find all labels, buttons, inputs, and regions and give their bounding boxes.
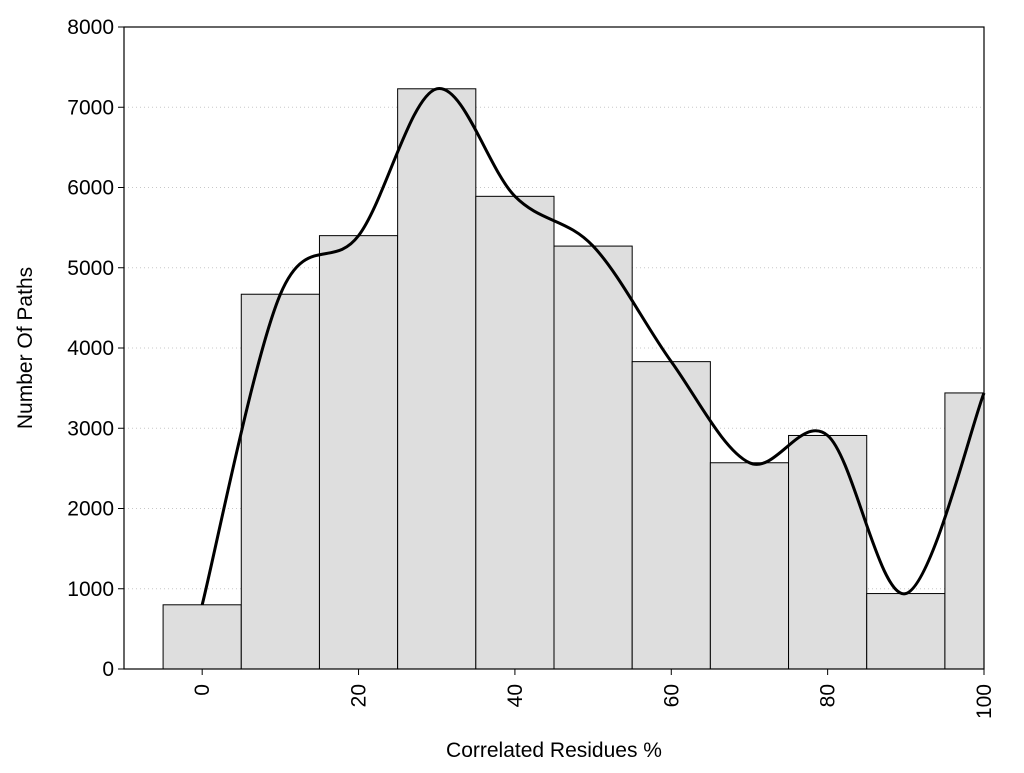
axis-ticks: 0 1000 2000 3000 4000 5000 6000 7000 8000 0 20 40 60… <box>67 16 996 719</box>
histogram-bar <box>318 235 399 670</box>
y-tick-label: 5000 <box>67 257 114 280</box>
y-tick-label: 1000 <box>67 578 114 601</box>
y-tick-label: 4000 <box>67 337 114 360</box>
histogram-bar <box>475 195 555 670</box>
y-tick-label: 0 <box>102 658 114 681</box>
x-tick-label: 60 <box>660 684 683 707</box>
y-tick-label: 8000 <box>67 16 114 39</box>
histogram-bar <box>631 361 711 670</box>
x-tick-label: 0 <box>191 684 214 696</box>
y-tick-label: 2000 <box>67 498 114 521</box>
y-axis-label: Number Of Paths <box>14 267 37 429</box>
y-tick-label: 7000 <box>67 96 114 119</box>
smooth-curve <box>200 87 986 606</box>
x-axis-label: Correlated Residues % <box>446 739 662 762</box>
x-tick-label: 20 <box>348 684 371 707</box>
histogram-bar <box>944 392 985 670</box>
smooth-curve-layer <box>200 87 986 606</box>
x-tick-label: 100 <box>973 684 996 719</box>
histogram-bar <box>866 593 946 670</box>
histogram-bar <box>709 462 790 670</box>
histogram-bar <box>553 245 633 670</box>
histogram-bar <box>788 434 868 670</box>
x-tick-label: 80 <box>817 684 840 707</box>
y-tick-label: 3000 <box>67 417 114 440</box>
histogram-bar <box>162 604 242 670</box>
histogram-bar <box>397 88 477 670</box>
bars <box>162 88 985 670</box>
y-tick-label: 6000 <box>67 177 114 200</box>
histogram-bar <box>240 293 320 670</box>
x-tick-label: 40 <box>504 684 527 707</box>
